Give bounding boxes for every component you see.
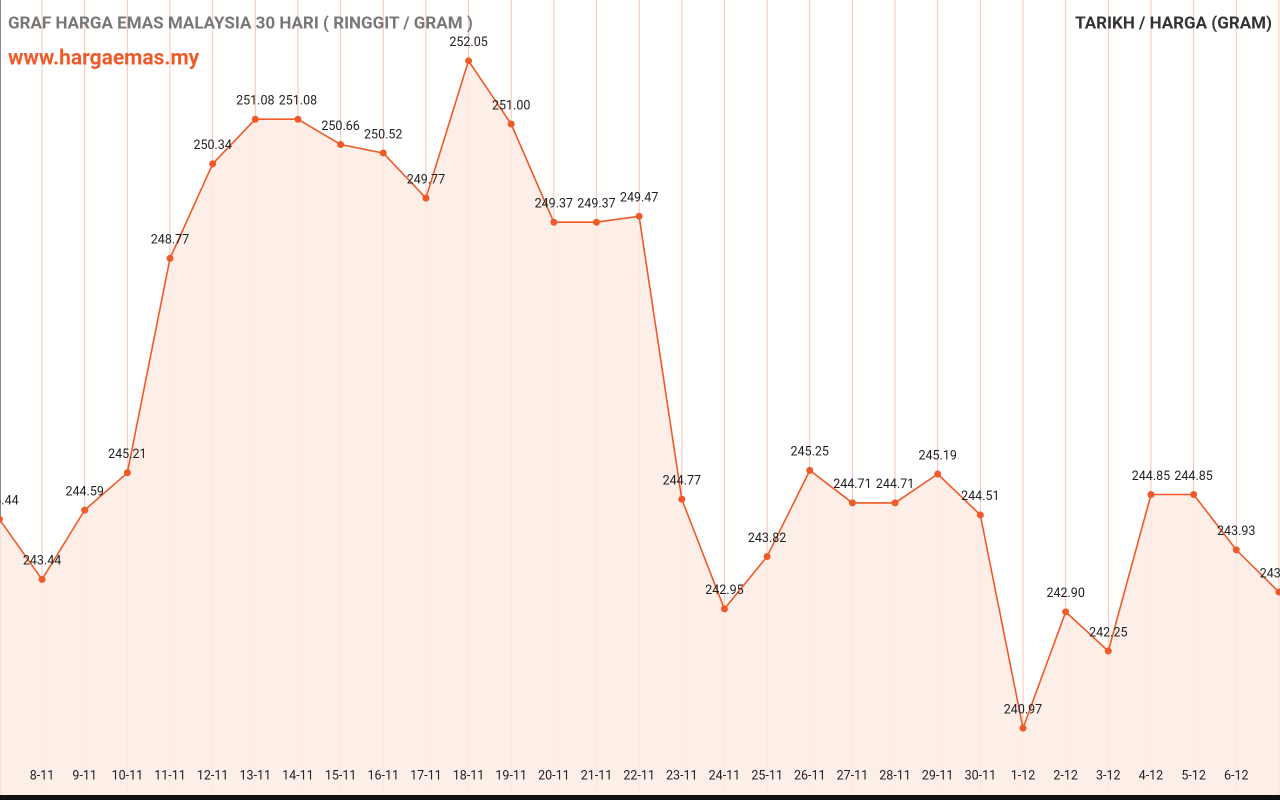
- x-tick-label: 1-12: [1011, 768, 1036, 783]
- value-label: 243.23: [1260, 566, 1280, 581]
- point: [891, 499, 899, 507]
- point: [1019, 724, 1027, 732]
- point: [251, 115, 259, 123]
- area: [0, 60, 1279, 795]
- value-label: 249.37: [535, 197, 573, 212]
- x-tick-label: 23-11: [666, 768, 698, 783]
- point: [81, 506, 89, 514]
- point: [763, 553, 771, 560]
- chart-title: GRAF HARGA EMAS MALAYSIA 30 HARI ( RINGG…: [8, 13, 473, 33]
- x-tick-label: 3-12: [1096, 768, 1121, 783]
- x-tick-label: 6-12: [1224, 768, 1249, 783]
- x-tick-label: 26-11: [794, 768, 826, 783]
- point: [337, 141, 345, 149]
- point: [593, 218, 600, 226]
- point: [550, 218, 558, 226]
- chart-subtitle: www.hargaemas.my: [8, 47, 200, 71]
- x-tick-label: 25-11: [751, 768, 783, 783]
- x-tick-label: 24-11: [709, 768, 741, 783]
- area-layer: [0, 60, 1279, 795]
- point: [1104, 647, 1112, 655]
- points: 244.44 243.44 244.59 245.21 248.77 250.34 251.…: [0, 35, 1280, 783]
- point: [0, 515, 3, 523]
- point: [507, 120, 515, 128]
- point: [379, 149, 387, 157]
- value-label: 244.71: [876, 477, 914, 492]
- x-tick-label: 8-11: [30, 768, 55, 783]
- point: [934, 470, 942, 478]
- x-tick-label: 2-12: [1053, 768, 1078, 783]
- point: [976, 511, 984, 519]
- value-label: 242.95: [705, 583, 743, 598]
- value-label: 250.52: [364, 127, 402, 142]
- value-label: 245.21: [108, 447, 146, 462]
- value-label: 245.19: [918, 448, 956, 463]
- value-label: 248.77: [151, 233, 189, 248]
- point: [1232, 546, 1240, 554]
- point: [294, 115, 302, 123]
- point: [465, 57, 473, 65]
- point: [123, 469, 131, 477]
- x-tick-label: 9-11: [72, 768, 97, 783]
- value-label: 243.44: [23, 554, 61, 569]
- bottom-strip: [0, 795, 1280, 800]
- value-label: 240.97: [1004, 702, 1042, 717]
- value-label: 251.08: [279, 94, 317, 109]
- value-label: 244.77: [663, 474, 701, 489]
- x-tick-label: 12-11: [197, 768, 229, 783]
- value-label: 252.05: [449, 35, 487, 50]
- x-tick-label: 20-11: [538, 768, 570, 783]
- value-label: 244.59: [65, 484, 103, 499]
- x-tick-label: 29-11: [922, 768, 954, 783]
- value-label: 251.08: [236, 94, 274, 109]
- value-label: 251.00: [492, 98, 530, 113]
- point: [422, 194, 430, 202]
- value-label: 244.51: [961, 489, 999, 504]
- value-label: 245.25: [791, 445, 829, 460]
- x-tick-label: 15-11: [325, 768, 357, 783]
- value-label: 244.85: [1132, 469, 1170, 484]
- point: [1190, 490, 1198, 498]
- point: [1275, 588, 1280, 596]
- value-label: 244.44: [0, 493, 19, 508]
- point: [209, 160, 217, 168]
- x-tick-label: 10-11: [112, 768, 144, 783]
- value-label: 243.82: [748, 531, 786, 546]
- value-label: 243.93: [1217, 524, 1255, 539]
- x-tick-label: 11-11: [154, 768, 186, 783]
- value-label: 249.37: [577, 197, 615, 212]
- x-tick-label: 5-12: [1181, 768, 1206, 783]
- x-tick-label: 28-11: [879, 768, 911, 783]
- value-label: 249.47: [620, 191, 658, 206]
- point: [38, 575, 46, 583]
- x-tick-label: 13-11: [240, 768, 272, 783]
- x-tick-label: 18-11: [453, 768, 485, 783]
- value-label: 250.34: [193, 138, 231, 153]
- x-tick-label: 21-11: [581, 768, 613, 783]
- point: [720, 605, 728, 613]
- value-label: 244.71: [833, 477, 871, 492]
- legend-label: TARIKH / HARGA (GRAM): [1075, 13, 1272, 33]
- x-tick-label: 27-11: [837, 768, 869, 783]
- value-label: 244.85: [1174, 469, 1212, 484]
- x-tick-label: 17-11: [410, 768, 442, 783]
- point: [848, 499, 856, 507]
- point: [806, 466, 814, 474]
- value-label: 242.25: [1089, 625, 1127, 640]
- point: [166, 254, 174, 262]
- value-label: 242.90: [1046, 586, 1084, 601]
- x-tick-label: 16-11: [367, 768, 399, 783]
- value-label: 250.66: [321, 119, 359, 134]
- point: [1147, 490, 1155, 498]
- x-tick-label: 4-12: [1139, 768, 1164, 783]
- x-tick-label: 30-11: [965, 768, 997, 783]
- point: [678, 495, 686, 503]
- x-tick-label: 22-11: [623, 768, 655, 783]
- x-tick-label: 19-11: [495, 768, 527, 783]
- value-label: 249.77: [407, 172, 445, 187]
- point: [1062, 608, 1070, 616]
- x-tick-label: 14-11: [282, 768, 314, 783]
- point: [635, 212, 643, 220]
